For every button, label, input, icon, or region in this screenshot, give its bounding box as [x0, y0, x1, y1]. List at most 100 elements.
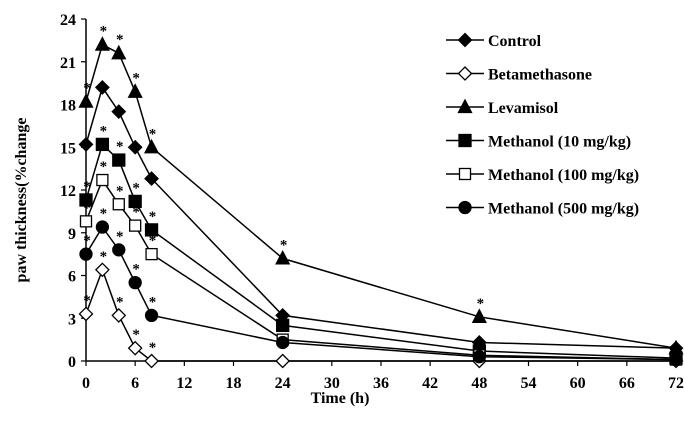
x-axis-title: Time (h): [311, 390, 370, 407]
significance-star: *: [149, 209, 157, 225]
x-tick-label: 12: [176, 375, 192, 392]
data-point: [275, 353, 291, 369]
series-5: [79, 220, 683, 367]
data-point: [145, 247, 158, 261]
legend-marker: [457, 32, 473, 48]
series-line: [85, 43, 677, 349]
significance-star: *: [83, 179, 91, 195]
data-point: [276, 318, 290, 333]
y-tick-label: 21: [60, 55, 76, 72]
legend-marker: [458, 133, 472, 148]
data-point: [128, 275, 142, 290]
y-axis-ticks: 0 3 6 9 12 15 18 21 24: [60, 12, 86, 371]
significance-star: *: [100, 206, 108, 222]
significance-star: *: [132, 180, 140, 196]
data-point: [111, 44, 127, 60]
significance-star: *: [477, 296, 485, 312]
significance-star: *: [116, 183, 124, 199]
data-point: [669, 352, 683, 367]
series-0: [78, 79, 684, 356]
x-tick-label: 24: [275, 375, 291, 392]
significance-star: *: [100, 24, 108, 40]
significance-star: *: [100, 249, 108, 265]
legend-label: Levamisol: [488, 100, 559, 117]
significance-star: *: [132, 205, 140, 221]
legend-item: Methanol (500 mg/kg): [446, 201, 639, 218]
data-point: [78, 306, 94, 322]
data-point: [144, 171, 159, 187]
legend-item: Levamisol: [446, 98, 559, 117]
legend-marker: [457, 66, 473, 81]
y-tick-label: 18: [60, 98, 76, 115]
significance-star: *: [149, 126, 157, 142]
data-point: [96, 173, 109, 187]
x-tick-label: 42: [422, 375, 438, 392]
significance-star: *: [280, 237, 288, 253]
legend-marker: [457, 98, 473, 114]
data-point: [472, 350, 486, 364]
data-point: [471, 308, 487, 323]
x-tick-label: 48: [471, 375, 487, 392]
data-point: [79, 215, 93, 228]
significance-star: *: [116, 294, 124, 310]
significance-star: *: [100, 123, 108, 139]
legend-item: Methanol (100 mg/kg): [446, 167, 639, 184]
data-point: [111, 307, 127, 323]
data-point: [127, 139, 143, 155]
significance-star: *: [132, 327, 140, 343]
legend-marker: [458, 167, 472, 181]
data-point: [276, 335, 290, 350]
significance-star: *: [149, 233, 157, 249]
data-point: [144, 223, 159, 237]
y-tick-label: 3: [68, 311, 76, 328]
x-tick-label: 30: [324, 375, 340, 392]
legend-label: Betamethasone: [488, 67, 592, 84]
data-point: [94, 79, 110, 95]
data-point: [127, 83, 143, 98]
significance-star: *: [100, 159, 108, 175]
data-point: [144, 353, 159, 369]
x-tick-label: 54: [521, 375, 537, 392]
data-point: [144, 308, 159, 323]
y-tick-label: 15: [60, 140, 76, 157]
significance-star: *: [83, 293, 91, 309]
data-point: [112, 198, 125, 211]
x-tick-label: 6: [131, 375, 139, 392]
y-tick-label: 0: [68, 354, 76, 371]
data-point: [94, 262, 110, 278]
x-axis-ticks: 0 6 12 18 24 30 36 42 48 54 60 66 72: [82, 361, 684, 392]
significance-markers: * * * * * * * * * * * * * * * * * * * * * * * * * * * *: [83, 24, 484, 356]
significance-star: *: [149, 294, 157, 310]
y-axis-title: paw thickness(%change: [13, 118, 30, 283]
series-line: [85, 267, 676, 362]
series-layer: [78, 36, 684, 369]
x-tick-label: 36: [373, 375, 389, 392]
series-line: [85, 85, 677, 349]
x-tick-label: 60: [570, 375, 586, 392]
data-point: [79, 193, 93, 207]
legend: Control Betamethasone Levamisol Methanol (1…: [446, 32, 639, 218]
data-point: [95, 220, 110, 234]
data-point: [111, 104, 127, 120]
significance-star: *: [132, 71, 140, 87]
y-tick-label: 24: [60, 12, 76, 29]
series-1: [78, 262, 684, 369]
data-point: [112, 243, 126, 257]
x-tick-label: 72: [668, 375, 684, 392]
data-point: [143, 138, 160, 154]
data-point: [128, 194, 142, 209]
data-point: [112, 153, 126, 167]
y-tick-label: 6: [68, 269, 76, 286]
data-point: [79, 247, 93, 261]
legend-label: Methanol (100 mg/kg): [488, 167, 639, 184]
x-tick-label: 66: [619, 375, 635, 392]
data-point: [78, 136, 94, 152]
legend-item: Methanol (10 mg/kg): [446, 134, 631, 151]
significance-star: *: [116, 32, 124, 48]
data-point: [129, 219, 142, 232]
x-tick-label: 0: [82, 375, 90, 392]
data-point: [127, 340, 143, 356]
legend-label: Control: [488, 33, 542, 50]
significance-star: *: [116, 229, 124, 245]
